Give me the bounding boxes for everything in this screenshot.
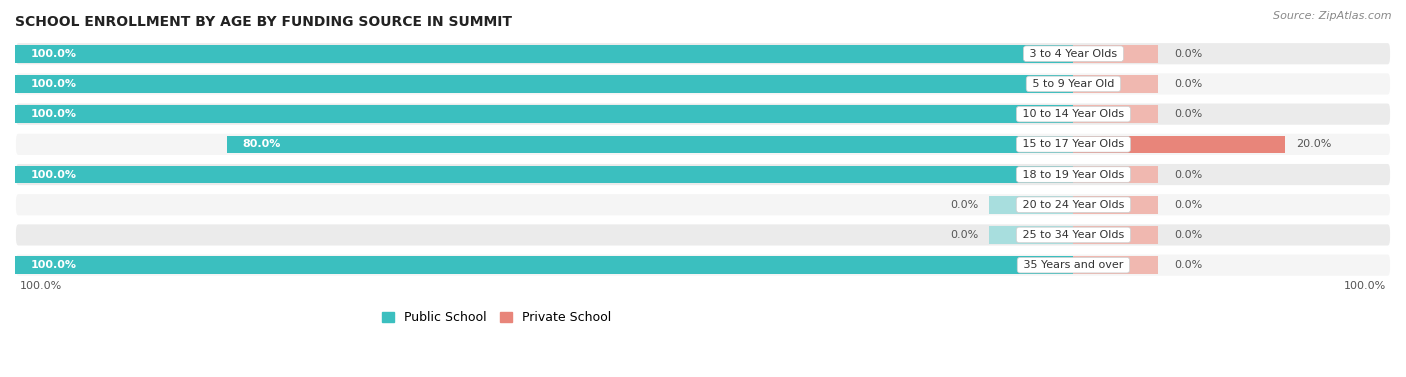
Text: Source: ZipAtlas.com: Source: ZipAtlas.com — [1274, 11, 1392, 21]
Text: 18 to 19 Year Olds: 18 to 19 Year Olds — [1019, 170, 1128, 179]
FancyBboxPatch shape — [15, 193, 1391, 216]
Text: SCHOOL ENROLLMENT BY AGE BY FUNDING SOURCE IN SUMMIT: SCHOOL ENROLLMENT BY AGE BY FUNDING SOUR… — [15, 15, 512, 29]
Text: 100.0%: 100.0% — [31, 79, 77, 89]
Text: 0.0%: 0.0% — [1174, 79, 1202, 89]
Text: 100.0%: 100.0% — [20, 281, 62, 291]
Bar — [988, 226, 1073, 244]
Text: 100.0%: 100.0% — [31, 170, 77, 179]
Bar — [226, 135, 1073, 153]
Text: 100.0%: 100.0% — [31, 109, 77, 119]
FancyBboxPatch shape — [15, 223, 1391, 247]
Text: 20.0%: 20.0% — [1296, 139, 1331, 149]
Bar — [15, 45, 1073, 63]
FancyBboxPatch shape — [15, 72, 1391, 95]
Text: 0.0%: 0.0% — [1174, 230, 1202, 240]
Bar — [1073, 196, 1159, 214]
Text: 15 to 17 Year Olds: 15 to 17 Year Olds — [1019, 139, 1128, 149]
Text: 100.0%: 100.0% — [1344, 281, 1386, 291]
Text: 20 to 24 Year Olds: 20 to 24 Year Olds — [1019, 200, 1128, 210]
Text: 5 to 9 Year Old: 5 to 9 Year Old — [1029, 79, 1118, 89]
Text: 0.0%: 0.0% — [1174, 170, 1202, 179]
FancyBboxPatch shape — [15, 253, 1391, 277]
Bar — [1073, 226, 1159, 244]
FancyBboxPatch shape — [15, 133, 1391, 156]
Text: 0.0%: 0.0% — [1174, 49, 1202, 59]
Bar — [15, 75, 1073, 93]
FancyBboxPatch shape — [15, 103, 1391, 126]
Text: 25 to 34 Year Olds: 25 to 34 Year Olds — [1019, 230, 1128, 240]
FancyBboxPatch shape — [15, 42, 1391, 65]
Text: 80.0%: 80.0% — [243, 139, 281, 149]
Text: 100.0%: 100.0% — [31, 49, 77, 59]
Bar — [15, 105, 1073, 123]
Text: 0.0%: 0.0% — [1174, 200, 1202, 210]
FancyBboxPatch shape — [15, 163, 1391, 186]
Bar — [1073, 135, 1285, 153]
Bar — [1073, 105, 1159, 123]
Bar — [988, 196, 1073, 214]
Bar — [15, 166, 1073, 183]
Bar — [15, 256, 1073, 274]
Text: 0.0%: 0.0% — [950, 230, 979, 240]
Text: 3 to 4 Year Olds: 3 to 4 Year Olds — [1026, 49, 1121, 59]
Bar — [1073, 75, 1159, 93]
Bar — [1073, 45, 1159, 63]
Legend: Public School, Private School: Public School, Private School — [377, 307, 616, 329]
Bar — [1073, 166, 1159, 183]
Text: 35 Years and over: 35 Years and over — [1019, 260, 1126, 270]
Text: 0.0%: 0.0% — [1174, 109, 1202, 119]
Bar — [1073, 256, 1159, 274]
Text: 0.0%: 0.0% — [1174, 260, 1202, 270]
Text: 10 to 14 Year Olds: 10 to 14 Year Olds — [1019, 109, 1128, 119]
Text: 0.0%: 0.0% — [950, 200, 979, 210]
Text: 100.0%: 100.0% — [31, 260, 77, 270]
